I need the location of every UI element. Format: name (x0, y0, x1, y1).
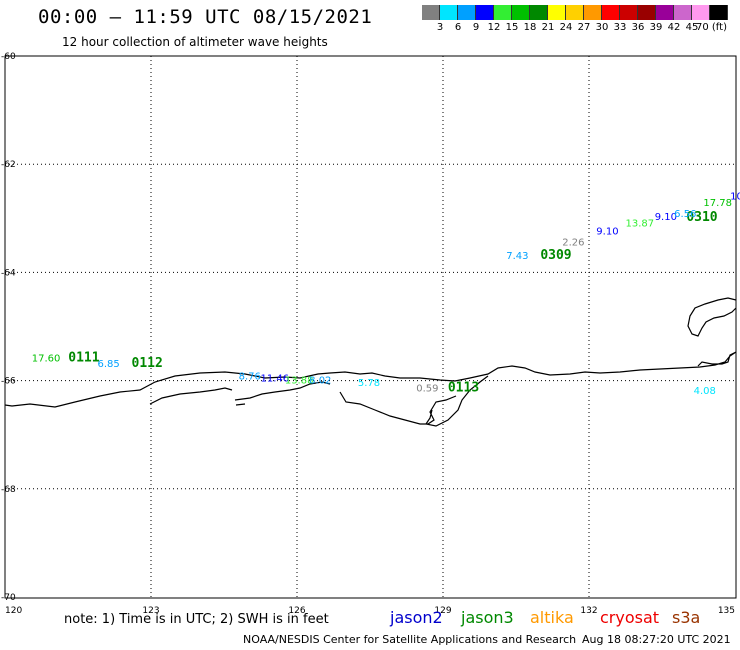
pass-labels: 0111 0112 0113 0309 0310 (68, 210, 718, 395)
longitude-label: 132 (580, 606, 597, 616)
longitude-label: 129 (434, 606, 451, 616)
scale-swatch (530, 5, 548, 20)
latitude-label: -70 (1, 593, 16, 603)
graticule (5, 56, 736, 598)
scale-swatch (476, 5, 494, 20)
wave-height-label: 17.78 (703, 198, 732, 209)
scale-label: 3 (436, 22, 444, 33)
latitude-label: -60 (1, 52, 16, 62)
legend-jason2: jason2 (390, 608, 443, 627)
wave-height-label: 8.02 (309, 375, 331, 386)
wave-height-label: 11.46 (261, 374, 290, 385)
wave-height-label: 6.56 (674, 209, 696, 220)
scale-label: 27 (577, 22, 591, 33)
pass-label: 0113 (448, 380, 479, 395)
scale-swatch (692, 5, 710, 20)
wave-height-label: 7.43 (506, 251, 528, 262)
scale-swatch (674, 5, 692, 20)
legend-s3a: s3a (672, 608, 701, 627)
pass-label: 0111 (68, 351, 99, 366)
scale-swatch (512, 5, 530, 20)
chart-title: 00:00 – 11:59 UTC 08/15/2021 (38, 6, 373, 28)
scale-label: 15 (505, 22, 519, 33)
scale-swatch (584, 5, 602, 20)
generated-timestamp: Aug 18 08:27:20 UTC 2021 (582, 633, 731, 646)
scale-label: 33 (613, 22, 627, 33)
scale-swatch (710, 5, 728, 20)
scale-label: 36 (631, 22, 645, 33)
scale-swatch (638, 5, 656, 20)
scale-swatch (620, 5, 638, 20)
scale-swatch (566, 5, 584, 20)
credit-line: NOAA/NESDIS Center for Satellite Applica… (243, 633, 577, 646)
wave-height-label: 2.26 (562, 237, 584, 248)
longitude-label: 135 (718, 606, 735, 616)
wave-height-label: 13.88 (285, 375, 314, 386)
scale-label: 39 (649, 22, 663, 33)
scale-label: 12 (487, 22, 501, 33)
latitude-label: -64 (1, 268, 16, 278)
wave-height-label: 9.10 (596, 227, 618, 238)
latitude-label: -68 (1, 485, 16, 495)
wave-height-label: 17.60 (32, 354, 61, 365)
scale-label: 42 (667, 22, 681, 33)
wave-height-label: 13.87 (626, 218, 655, 229)
wave-height-label: 6.85 (97, 359, 119, 370)
legend-altika: altika (530, 608, 574, 627)
pass-label: 0309 (540, 248, 571, 263)
scale-label: 24 (559, 22, 573, 33)
scale-swatch (458, 5, 476, 20)
wave-height-label: 5.78 (358, 378, 380, 389)
map-frame (4, 55, 737, 599)
latitude-label: -66 (1, 377, 16, 387)
longitude-label: 123 (142, 606, 159, 616)
wave-height-label: 8.76 (239, 372, 261, 383)
scale-swatch (548, 5, 566, 20)
wave-height-label: 10 (730, 191, 740, 202)
scale-swatch (440, 5, 458, 20)
legend-cryosat: cryosat (600, 608, 660, 627)
legend-jason3: jason3 (461, 608, 514, 627)
footnote: note: 1) Time is in UTC; 2) SWH is in fe… (64, 612, 329, 627)
scale-swatch (602, 5, 620, 20)
longitude-label: 120 (5, 606, 22, 616)
scale-label: 30 (595, 22, 609, 33)
wave-height-label: 0.59 (416, 383, 438, 394)
wave-height-label: 4.08 (694, 386, 716, 397)
scale-swatch (494, 5, 512, 20)
scale-label: 6 (454, 22, 462, 33)
chart-subtitle: 12 hour collection of altimeter wave hei… (62, 35, 328, 49)
longitude-labels: 120 123 126 129 132 135 (5, 606, 735, 616)
wave-height-label: 9.10 (655, 212, 677, 223)
latitude-labels: -60 -62 -64 -66 -68 -70 (1, 52, 16, 603)
scale-label: 70 (ft) (696, 22, 727, 33)
scale-label: 18 (523, 22, 537, 33)
scale-label: 9 (472, 22, 480, 33)
scale-label: 21 (541, 22, 555, 33)
antarctic-coastline (4, 297, 737, 427)
latitude-label: -62 (1, 160, 16, 170)
scale-swatch (656, 5, 674, 20)
pass-label: 0310 (686, 210, 717, 225)
pass-label: 0112 (132, 356, 163, 371)
scale-swatch (422, 5, 440, 20)
scale-label: 45 (685, 22, 699, 33)
longitude-label: 126 (288, 606, 305, 616)
